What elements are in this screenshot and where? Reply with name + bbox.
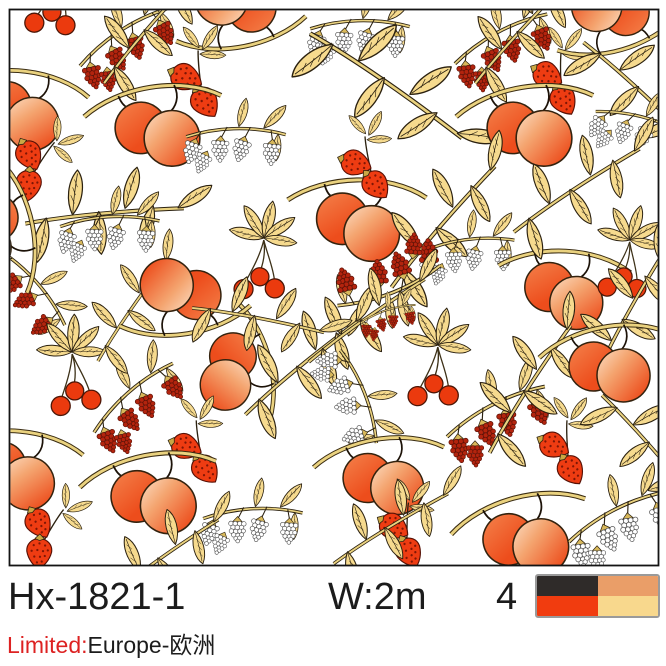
- colorway-count: 4: [496, 576, 518, 618]
- fabric-pattern-preview: [8, 8, 660, 567]
- pattern-border: [8, 8, 660, 567]
- swatch-salmon: [597, 576, 658, 596]
- swatch-red: [537, 596, 598, 616]
- limited-label: Limited:: [7, 632, 88, 658]
- swatch-black: [537, 576, 598, 596]
- product-code: Hx-1821-1: [8, 576, 186, 618]
- limited-region: Europe-欧洲: [87, 632, 216, 658]
- swatch-yellow: [597, 596, 658, 616]
- color-swatches: [535, 574, 660, 618]
- width-label: W:2m: [328, 576, 427, 618]
- limited-line: Limited:Europe-欧洲: [7, 626, 215, 660]
